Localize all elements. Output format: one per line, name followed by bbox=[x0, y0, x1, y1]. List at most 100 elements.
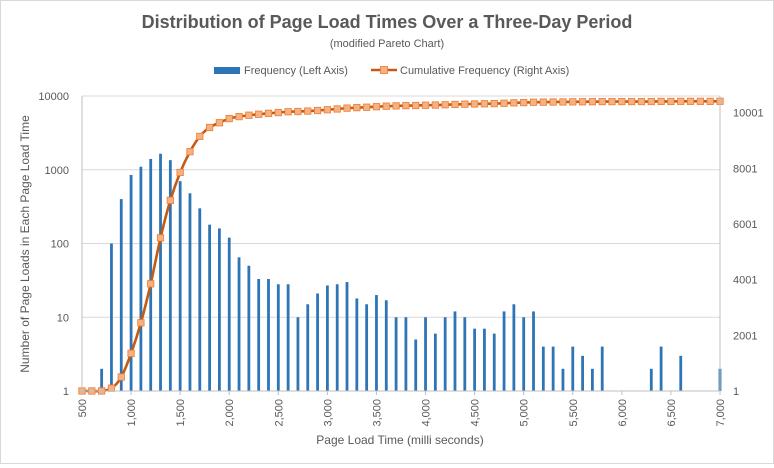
frequency-bar bbox=[532, 311, 535, 391]
x-tick-label: 7,000 bbox=[715, 399, 727, 427]
frequency-bar bbox=[473, 328, 477, 391]
frequency-bar bbox=[100, 368, 104, 391]
cumulative-point bbox=[696, 97, 704, 105]
cumulative-point bbox=[647, 97, 655, 106]
cumulative-point bbox=[706, 97, 714, 105]
cumulative-point bbox=[569, 98, 577, 106]
legend-bar-swatch bbox=[214, 67, 240, 74]
cumulative-point bbox=[382, 102, 390, 110]
x-tick-label: 4,500 bbox=[470, 399, 482, 427]
axes bbox=[81, 96, 721, 392]
frequency-bar bbox=[384, 300, 388, 391]
frequency-bar bbox=[365, 304, 369, 391]
cumulative-point bbox=[471, 100, 479, 108]
cumulative-point bbox=[490, 99, 498, 108]
frequency-bar bbox=[267, 279, 270, 391]
frequency-bar bbox=[335, 284, 339, 391]
cumulative-point bbox=[333, 105, 341, 113]
right-axis-ticks: 1 2001 4001 6001 8001 10001 bbox=[733, 108, 764, 398]
y-axis-label: Number of Page Loads in Each Page Load T… bbox=[18, 115, 32, 373]
frequency-bar bbox=[345, 282, 349, 391]
cumulative-point bbox=[628, 97, 636, 106]
legend-line-label: Cumulative Frequency (Right Axis) bbox=[400, 65, 569, 77]
gridlines bbox=[82, 95, 720, 318]
frequency-bar bbox=[522, 317, 526, 391]
frequency-bar bbox=[433, 333, 437, 391]
cumulative-point bbox=[559, 98, 567, 106]
bar-series bbox=[100, 153, 722, 391]
left-tick-label: 1000 bbox=[45, 165, 69, 177]
frequency-bar bbox=[306, 304, 310, 391]
frequency-bar bbox=[659, 346, 663, 391]
cumulative-point bbox=[441, 101, 449, 109]
cumulative-point bbox=[510, 99, 518, 107]
frequency-bar bbox=[276, 284, 280, 391]
frequency-bar bbox=[110, 243, 113, 391]
right-tick-label: 8001 bbox=[733, 163, 757, 175]
frequency-bar bbox=[404, 317, 408, 391]
left-tick-label: 100 bbox=[51, 239, 69, 251]
frequency-bar bbox=[649, 368, 653, 391]
cumulative-point bbox=[539, 98, 547, 106]
frequency-bar bbox=[227, 237, 231, 391]
cumulative-point bbox=[205, 123, 214, 132]
cumulative-point bbox=[156, 234, 165, 242]
cumulative-point bbox=[235, 113, 243, 121]
cumulative-point bbox=[677, 97, 685, 105]
cumulative-point bbox=[372, 103, 381, 111]
cumulative-point bbox=[608, 97, 616, 106]
x-tick-label: 2,000 bbox=[224, 399, 236, 427]
frequency-bar bbox=[168, 160, 172, 391]
frequency-bar bbox=[443, 317, 447, 391]
x-tick-label: 2,500 bbox=[273, 399, 285, 427]
frequency-bar bbox=[178, 181, 182, 391]
cumulative-point bbox=[117, 373, 125, 381]
right-tick-label: 4001 bbox=[733, 275, 757, 287]
left-tick-label: 1 bbox=[63, 386, 69, 398]
frequency-bar bbox=[483, 328, 486, 391]
right-tick-label: 10001 bbox=[733, 108, 764, 120]
legend-bar-label: Frequency (Left Axis) bbox=[244, 65, 348, 77]
cumulative-point bbox=[176, 168, 184, 177]
cumulative-point bbox=[363, 103, 371, 111]
frequency-bar bbox=[159, 153, 162, 391]
cumulative-point bbox=[598, 97, 606, 106]
cumulative-point bbox=[107, 384, 116, 392]
cumulative-point bbox=[402, 102, 410, 110]
frequency-bar bbox=[424, 317, 427, 391]
cumulative-point bbox=[196, 132, 204, 140]
cumulative-point bbox=[255, 110, 263, 118]
frequency-bar bbox=[453, 311, 457, 391]
frequency-bar bbox=[325, 285, 329, 391]
frequency-bar bbox=[541, 346, 545, 391]
frequency-bar bbox=[208, 224, 211, 391]
cumulative-point bbox=[461, 100, 469, 108]
cumulative-point bbox=[667, 97, 675, 106]
x-axis-label: Page Load Time (milli seconds) bbox=[316, 433, 483, 447]
frequency-bar bbox=[394, 317, 398, 391]
cumulative-point bbox=[186, 148, 194, 156]
frequency-bar bbox=[296, 317, 300, 391]
frequency-bar bbox=[502, 311, 506, 391]
frequency-bar bbox=[316, 293, 319, 391]
cumulative-point bbox=[304, 107, 312, 115]
right-tick-label: 2001 bbox=[733, 330, 757, 342]
frequency-bar bbox=[463, 317, 467, 391]
cumulative-point bbox=[686, 97, 695, 105]
chart-title: Distribution of Page Load Times Over a T… bbox=[142, 12, 633, 32]
cumulative-point bbox=[421, 101, 430, 109]
cumulative-point bbox=[166, 196, 174, 204]
right-tick-label: 6001 bbox=[733, 219, 757, 231]
left-tick-label: 10000 bbox=[38, 91, 69, 103]
legend: Frequency (Left Axis) Cumulative Frequen… bbox=[214, 65, 569, 77]
cumulative-point bbox=[578, 98, 587, 106]
cumulative-point bbox=[294, 107, 302, 116]
frequency-bar bbox=[247, 265, 251, 391]
frequency-bar bbox=[237, 257, 241, 391]
cumulative-point bbox=[520, 98, 528, 107]
frequency-bar bbox=[600, 346, 604, 391]
frequency-bar bbox=[551, 346, 555, 391]
frequency-bar bbox=[512, 304, 516, 391]
x-tick-label: 5,000 bbox=[519, 399, 531, 427]
